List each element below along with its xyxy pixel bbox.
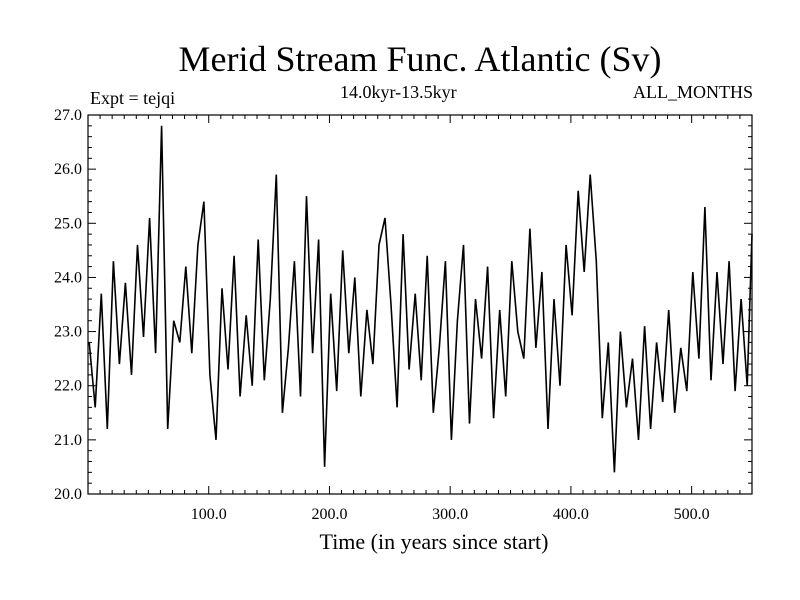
x-tick-label: 500.0 bbox=[674, 506, 710, 523]
y-tick-label: 26.0 bbox=[54, 161, 82, 178]
y-tick-label: 27.0 bbox=[54, 107, 82, 124]
x-tick-label: 400.0 bbox=[553, 506, 589, 523]
x-tick-label: 300.0 bbox=[432, 506, 468, 523]
x-tick-label: 100.0 bbox=[191, 506, 227, 523]
x-tick-label: 200.0 bbox=[311, 506, 347, 523]
plot-frame bbox=[87, 114, 753, 495]
months-label: ALL_MONTHS bbox=[633, 82, 753, 102]
y-tick-label: 21.0 bbox=[54, 432, 82, 449]
chart-title: Merid Stream Func. Atlantic (Sv) bbox=[178, 39, 662, 79]
y-tick-label: 20.0 bbox=[54, 486, 82, 503]
chart-subtitle: 14.0kyr-13.5kyr bbox=[340, 82, 457, 102]
series-line bbox=[88, 125, 753, 473]
y-tick-label: 22.0 bbox=[54, 378, 82, 395]
y-tick-label: 25.0 bbox=[54, 215, 82, 232]
experiment-label: Expt = tejqi bbox=[90, 88, 176, 108]
x-axis-label: Time (in years since start) bbox=[320, 529, 549, 554]
y-tick-label: 24.0 bbox=[54, 269, 82, 286]
y-tick-label: 23.0 bbox=[54, 324, 82, 341]
